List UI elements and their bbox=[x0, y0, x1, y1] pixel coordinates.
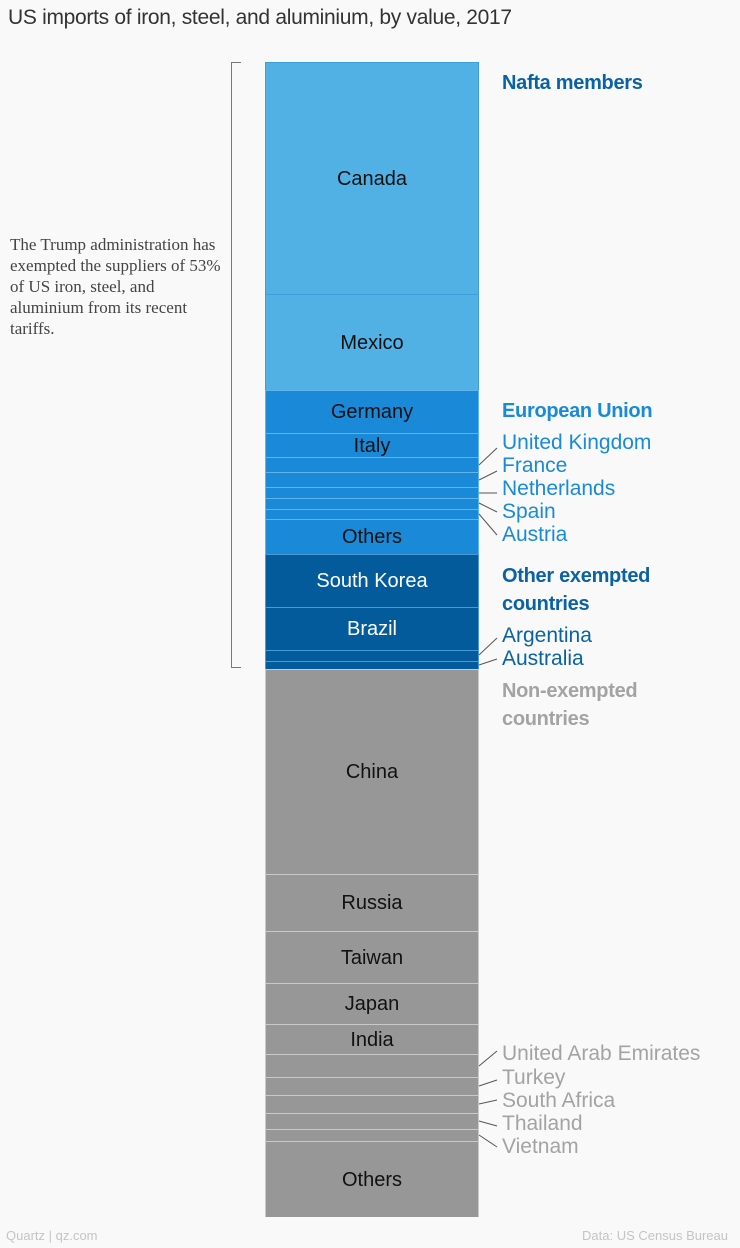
group-title-nafta: Nafta members bbox=[502, 72, 643, 94]
chart-title: US imports of iron, steel, and aluminium… bbox=[8, 6, 512, 29]
segment-china: China bbox=[265, 669, 479, 874]
segment-mexico: Mexico bbox=[265, 294, 479, 390]
footer-source-right: Data: US Census Bureau bbox=[582, 1228, 728, 1243]
label-austria: Austria bbox=[502, 523, 568, 546]
segment-india: India bbox=[265, 1024, 479, 1054]
segment-italy: Italy bbox=[265, 433, 479, 457]
segment-others: Others bbox=[265, 1141, 479, 1217]
segment-netherlands bbox=[265, 487, 479, 498]
annotation-text: The Trump administration has exempted th… bbox=[10, 235, 221, 338]
segment-south-korea: South Korea bbox=[265, 554, 479, 607]
group-title-non-exempted: Non-exempted countries bbox=[502, 680, 638, 730]
label-vietnam: Vietnam bbox=[502, 1135, 579, 1158]
group-title-other-exempted: Other exempted countries bbox=[502, 565, 651, 615]
label-france: France bbox=[502, 454, 568, 477]
label-united-kingdom: United Kingdom bbox=[502, 431, 652, 454]
label-thailand: Thailand bbox=[502, 1112, 583, 1135]
segment-argentina bbox=[265, 650, 479, 661]
segment-vietnam bbox=[265, 1129, 479, 1141]
label-spain: Spain bbox=[502, 500, 556, 523]
segment-spain bbox=[265, 498, 479, 509]
label-australia: Australia bbox=[502, 647, 584, 670]
segment-australia bbox=[265, 661, 479, 669]
label-turkey: Turkey bbox=[502, 1066, 566, 1089]
footer-source-left: Quartz | qz.com bbox=[6, 1228, 98, 1243]
label-netherlands: Netherlands bbox=[502, 477, 616, 500]
segment-uae bbox=[265, 1054, 479, 1077]
segment-eu-others: Others bbox=[265, 519, 479, 554]
segment-canada: Canada bbox=[265, 62, 479, 294]
exempted-bracket bbox=[231, 62, 241, 668]
label-south-africa: South Africa bbox=[502, 1089, 616, 1112]
label-argentina: Argentina bbox=[502, 624, 592, 647]
segment-taiwan: Taiwan bbox=[265, 931, 479, 983]
segment-austria bbox=[265, 509, 479, 519]
segment-germany: Germany bbox=[265, 390, 479, 433]
label-uae: United Arab Emirates bbox=[502, 1042, 701, 1065]
segment-brazil: Brazil bbox=[265, 607, 479, 650]
segment-france bbox=[265, 472, 479, 487]
segment-turkey bbox=[265, 1077, 479, 1095]
group-title-eu: European Union bbox=[502, 400, 653, 422]
segment-united-kingdom bbox=[265, 457, 479, 472]
segment-japan: Japan bbox=[265, 983, 479, 1024]
segment-thailand bbox=[265, 1113, 479, 1129]
segment-russia: Russia bbox=[265, 874, 479, 931]
segment-south-africa bbox=[265, 1095, 479, 1113]
